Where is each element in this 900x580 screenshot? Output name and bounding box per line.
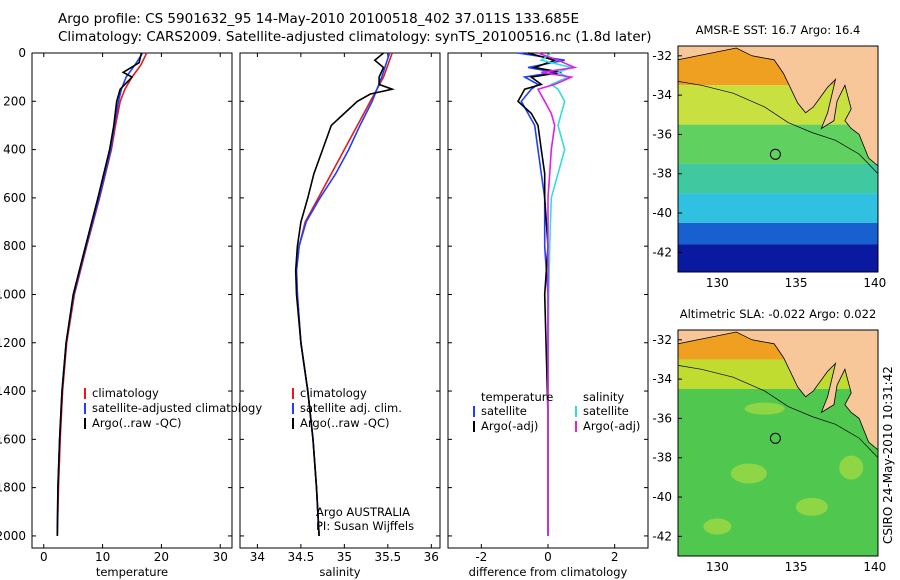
map-ytick-label: -40: [652, 206, 672, 220]
map-ytick-label: -36: [652, 127, 672, 141]
xtick-label-temperature: 30: [213, 550, 228, 564]
map-ytick-label: -34: [652, 88, 672, 102]
argo-annotation: Argo AUSTRALIA: [316, 505, 410, 519]
map-xtick-label: 135: [785, 560, 808, 574]
map-ytick-label: -32: [652, 49, 672, 63]
ocean-band: [678, 164, 878, 193]
legend-label: Argo(..raw -QC): [300, 416, 390, 430]
ytick-label: 1400: [0, 384, 26, 398]
ytick-label: 600: [3, 191, 26, 205]
map-xtick-label: 130: [706, 276, 729, 290]
ocean-band: [678, 193, 878, 222]
xtick-label-temperature: 10: [95, 550, 110, 564]
map-xtick-label: 130: [706, 560, 729, 574]
map-ytick-label: -38: [652, 451, 672, 465]
series-line-salinity: [297, 53, 393, 536]
xlabel-difference: difference from climatology: [469, 565, 628, 579]
sla-anomaly: [745, 403, 785, 415]
ytick-label: 0: [18, 46, 26, 60]
legend-label: Argo(-adj): [583, 419, 640, 433]
xtick-label-difference: 2: [611, 550, 619, 564]
series-line-difference: [538, 53, 575, 536]
figure-canvas: 0200400600800100012001400160018002000010…: [0, 0, 900, 580]
ocean-band: [678, 223, 878, 245]
map-title: AMSR-E SST: 16.7 Argo: 16.4: [696, 23, 861, 37]
legend-label: climatology: [92, 386, 159, 400]
xtick-label-difference: -2: [475, 550, 487, 564]
ytick-label: 1600: [0, 432, 26, 446]
ytick-label: 200: [3, 94, 26, 108]
map-xtick-label: 135: [785, 276, 808, 290]
sla-anomaly: [796, 498, 828, 516]
ocean-band: [678, 244, 878, 272]
xtick-label-difference: 0: [544, 550, 552, 564]
xtick-label-salinity: 36: [424, 550, 439, 564]
xlabel-salinity: salinity: [319, 565, 360, 579]
legend-label: climatology: [300, 386, 367, 400]
ytick-label: 1200: [0, 336, 26, 350]
legend-label: Argo(-adj): [481, 419, 538, 433]
series-line-salinity: [297, 53, 390, 536]
map-sla-map: [678, 330, 878, 556]
map-ytick-label: -34: [652, 372, 672, 386]
xlabel-temperature: temperature: [96, 565, 168, 579]
map-ytick-label: -38: [652, 167, 672, 181]
xtick-label-salinity: 34.5: [288, 550, 315, 564]
legend-label: Argo(..raw -QC): [92, 416, 182, 430]
map-ytick-label: -42: [652, 245, 672, 259]
series-line-salinity: [296, 53, 393, 536]
series-line-temperature: [57, 53, 141, 536]
sla-anomaly: [731, 463, 767, 483]
map-xtick-label: 140: [863, 560, 886, 574]
series-line-temperature: [57, 53, 146, 536]
axes-frame-salinity: [240, 53, 440, 548]
map-xtick-label: 140: [863, 276, 886, 290]
ytick-label: 1800: [0, 481, 26, 495]
series-line-difference: [541, 53, 571, 536]
legend-label: satellite-adjusted climatology: [92, 401, 262, 415]
map-title: Altimetric SLA: -0.022 Argo: 0.022: [680, 307, 877, 321]
xtick-label-temperature: 0: [40, 550, 48, 564]
legend-label: satellite adj. clim.: [300, 401, 402, 415]
ytick-label: 800: [3, 239, 26, 253]
series-line-temperature: [57, 53, 142, 536]
xtick-label-salinity: 35.5: [374, 550, 401, 564]
map-ytick-label: -32: [652, 333, 672, 347]
sla-anomaly: [839, 456, 863, 480]
xtick-label-temperature: 20: [154, 550, 169, 564]
map-sst-map: [678, 46, 878, 272]
axes-frame-temperature: [32, 53, 232, 548]
ytick-label: 400: [3, 143, 26, 157]
map-ytick-label: -42: [652, 529, 672, 543]
xtick-label-salinity: 35: [337, 550, 352, 564]
xtick-label-salinity: 34: [250, 550, 265, 564]
legend-label: satellite: [583, 404, 629, 418]
legend-label: satellite: [481, 404, 527, 418]
argo-annotation: PI: Susan Wijffels: [316, 519, 414, 533]
legend-title: salinity: [583, 390, 624, 404]
sla-anomaly: [703, 519, 731, 535]
map-ytick-label: -36: [652, 411, 672, 425]
ytick-label: 1000: [0, 287, 26, 301]
legend-title: temperature: [481, 390, 553, 404]
ytick-label: 2000: [0, 529, 26, 543]
map-ytick-label: -40: [652, 490, 672, 504]
